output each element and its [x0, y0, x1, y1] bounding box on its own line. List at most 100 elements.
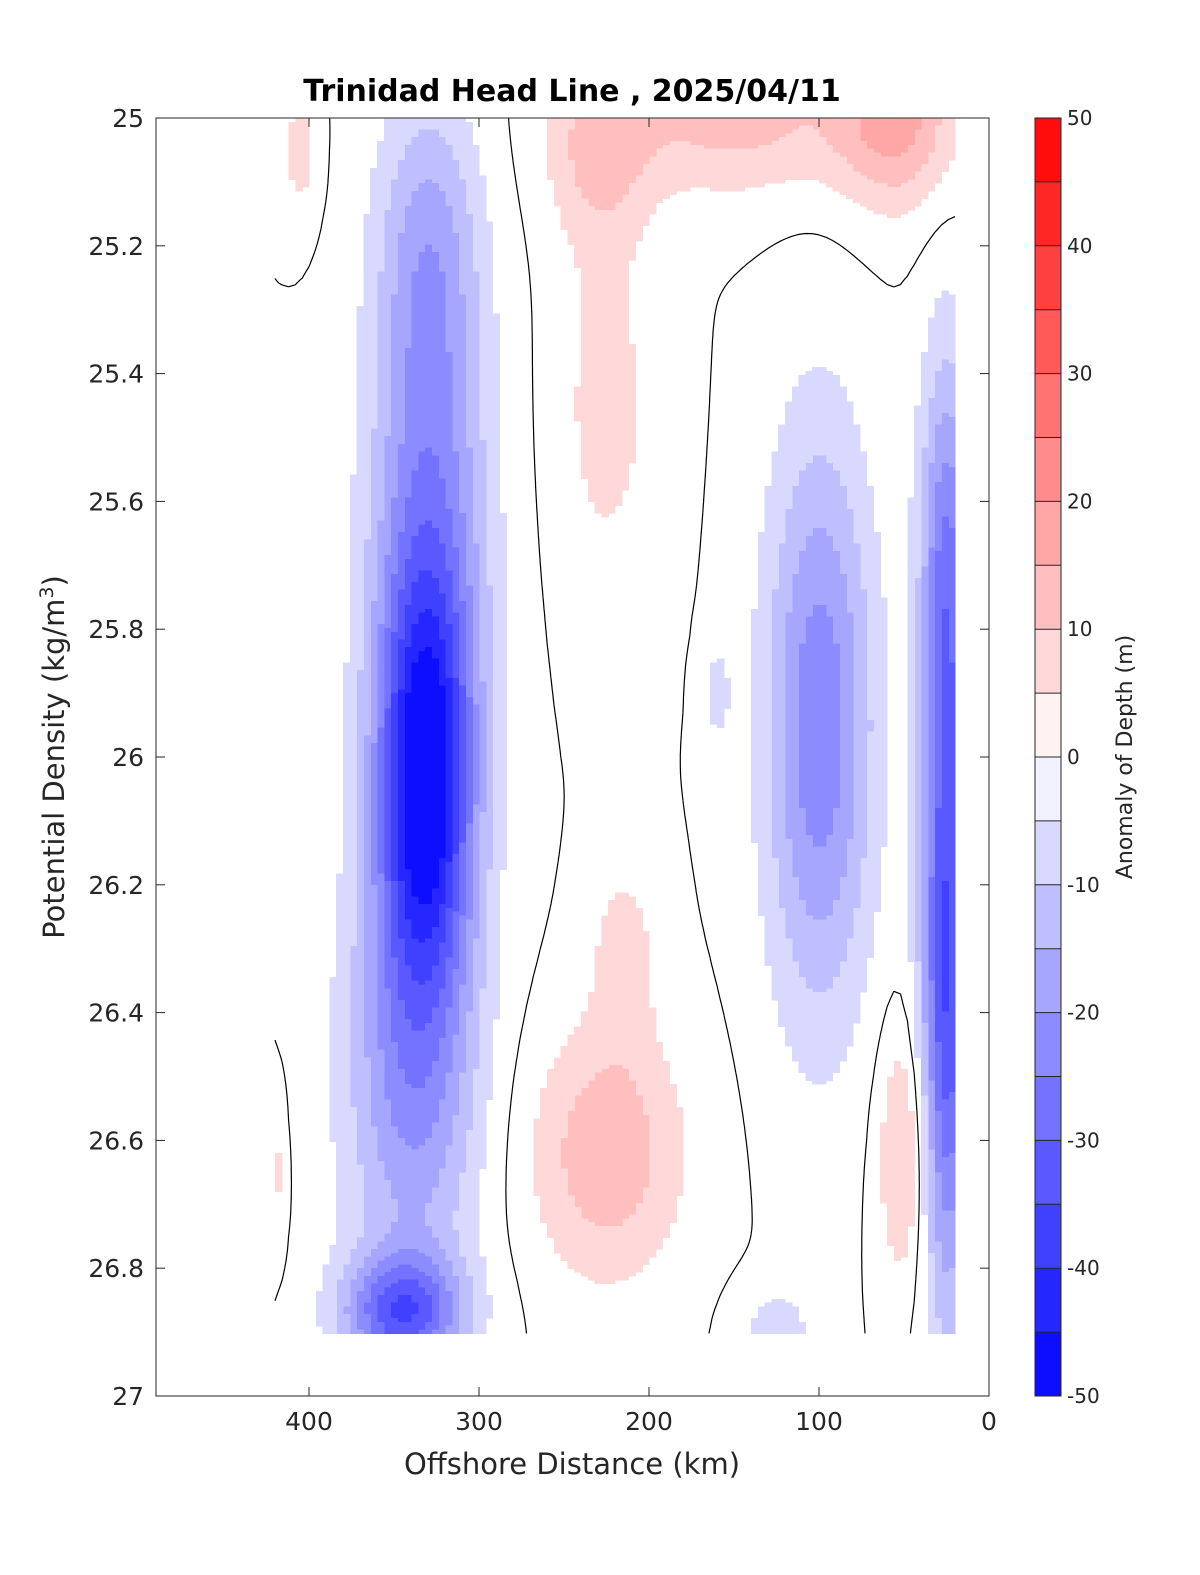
contour-cell: [941, 470, 949, 476]
contour-cell: [458, 321, 466, 326]
contour-cell: [846, 133, 854, 138]
contour-cell: [438, 340, 446, 345]
contour-cell: [764, 489, 772, 495]
contour-cell: [438, 294, 446, 299]
contour-cell: [669, 175, 677, 180]
contour-cell: [397, 309, 405, 315]
contour-cell: [846, 463, 854, 468]
contour-cell: [730, 167, 738, 173]
contour-cell: [356, 509, 364, 514]
contour-cell: [472, 336, 480, 341]
contour-cell: [458, 129, 466, 134]
contour-cell: [295, 179, 303, 184]
contour-cell: [819, 447, 827, 453]
contour-cell: [907, 509, 915, 514]
contour-cell: [594, 428, 602, 433]
contour-cell: [655, 141, 664, 146]
contour-cell: [914, 125, 922, 131]
contour-cell: [424, 206, 432, 211]
contour-cell: [465, 455, 473, 460]
contour-cell: [479, 290, 487, 295]
contour-cell: [574, 152, 582, 157]
contour-cell: [417, 309, 426, 315]
contour-cell: [472, 382, 480, 387]
contour-cell: [825, 129, 834, 134]
contour-cell: [424, 401, 432, 407]
contour-cell: [601, 256, 609, 261]
contour-cell: [356, 367, 364, 372]
contour-cell: [472, 413, 480, 418]
contour-cell: [404, 344, 412, 349]
contour-cell: [411, 443, 419, 449]
contour-cell: [594, 217, 602, 223]
contour-cell: [859, 160, 868, 165]
contour-cell: [791, 486, 800, 491]
contour-cell: [927, 413, 936, 418]
contour-cell: [383, 466, 392, 472]
contour-cell: [839, 466, 847, 472]
contour-cell: [295, 133, 303, 138]
contour-cell: [927, 355, 936, 361]
contour-cell: [914, 539, 922, 545]
contour-cell: [601, 137, 609, 142]
contour-cell: [934, 455, 942, 460]
contour-cell: [411, 482, 419, 487]
contour-cell: [615, 443, 623, 449]
contour-cell: [431, 229, 439, 234]
contour-cell: [921, 371, 929, 376]
contour-cell: [941, 443, 949, 449]
contour-cell: [445, 282, 453, 288]
contour-cell: [458, 355, 466, 361]
contour-cell: [819, 118, 827, 123]
contour-cell: [370, 532, 378, 537]
contour-cell: [479, 524, 487, 529]
contour-cell: [424, 432, 432, 437]
contour-cell: [594, 474, 602, 479]
contour-cell: [581, 466, 589, 472]
contour-cell: [411, 386, 419, 391]
contour-cell: [404, 535, 412, 541]
contour-cell: [621, 378, 630, 384]
contour-cell: [499, 520, 507, 525]
contour-cell: [349, 512, 358, 518]
contour-cell: [717, 137, 725, 142]
contour-cell: [390, 213, 398, 219]
contour-cell: [785, 401, 793, 407]
contour-cell: [390, 302, 398, 307]
contour-cell: [710, 175, 718, 180]
contour-cell: [587, 144, 596, 150]
contour-cell: [825, 118, 834, 123]
contour-cell: [628, 225, 636, 230]
contour-cell: [492, 336, 500, 341]
contour-cell: [642, 121, 650, 127]
contour-cell: [689, 164, 698, 169]
contour-cell: [778, 478, 786, 483]
contour-cell: [914, 417, 922, 422]
contour-cell: [764, 160, 772, 165]
contour-cell: [574, 179, 582, 184]
contour-cell: [778, 144, 786, 150]
contour-cell: [553, 141, 562, 146]
contour-cell: [417, 305, 426, 311]
contour-cell: [859, 493, 868, 499]
contour-cell: [465, 489, 473, 495]
contour-cell: [451, 275, 460, 280]
contour-cell: [778, 493, 786, 499]
contour-cell: [417, 244, 426, 249]
contour-cell: [438, 539, 446, 545]
contour-cell: [785, 121, 793, 127]
contour-cell: [377, 198, 385, 203]
contour-cell: [819, 156, 827, 161]
contour-cell: [581, 121, 589, 127]
contour-cell: [417, 359, 426, 364]
contour-cell: [921, 447, 929, 453]
contour-cell: [363, 351, 371, 357]
contour-cell: [778, 137, 786, 142]
contour-cell: [744, 148, 752, 154]
contour-cell: [458, 344, 466, 349]
contour-cell: [404, 282, 412, 288]
contour-cell: [941, 509, 949, 514]
contour-cell: [404, 466, 412, 472]
contour-cell: [853, 187, 861, 192]
contour-cell: [411, 528, 419, 533]
